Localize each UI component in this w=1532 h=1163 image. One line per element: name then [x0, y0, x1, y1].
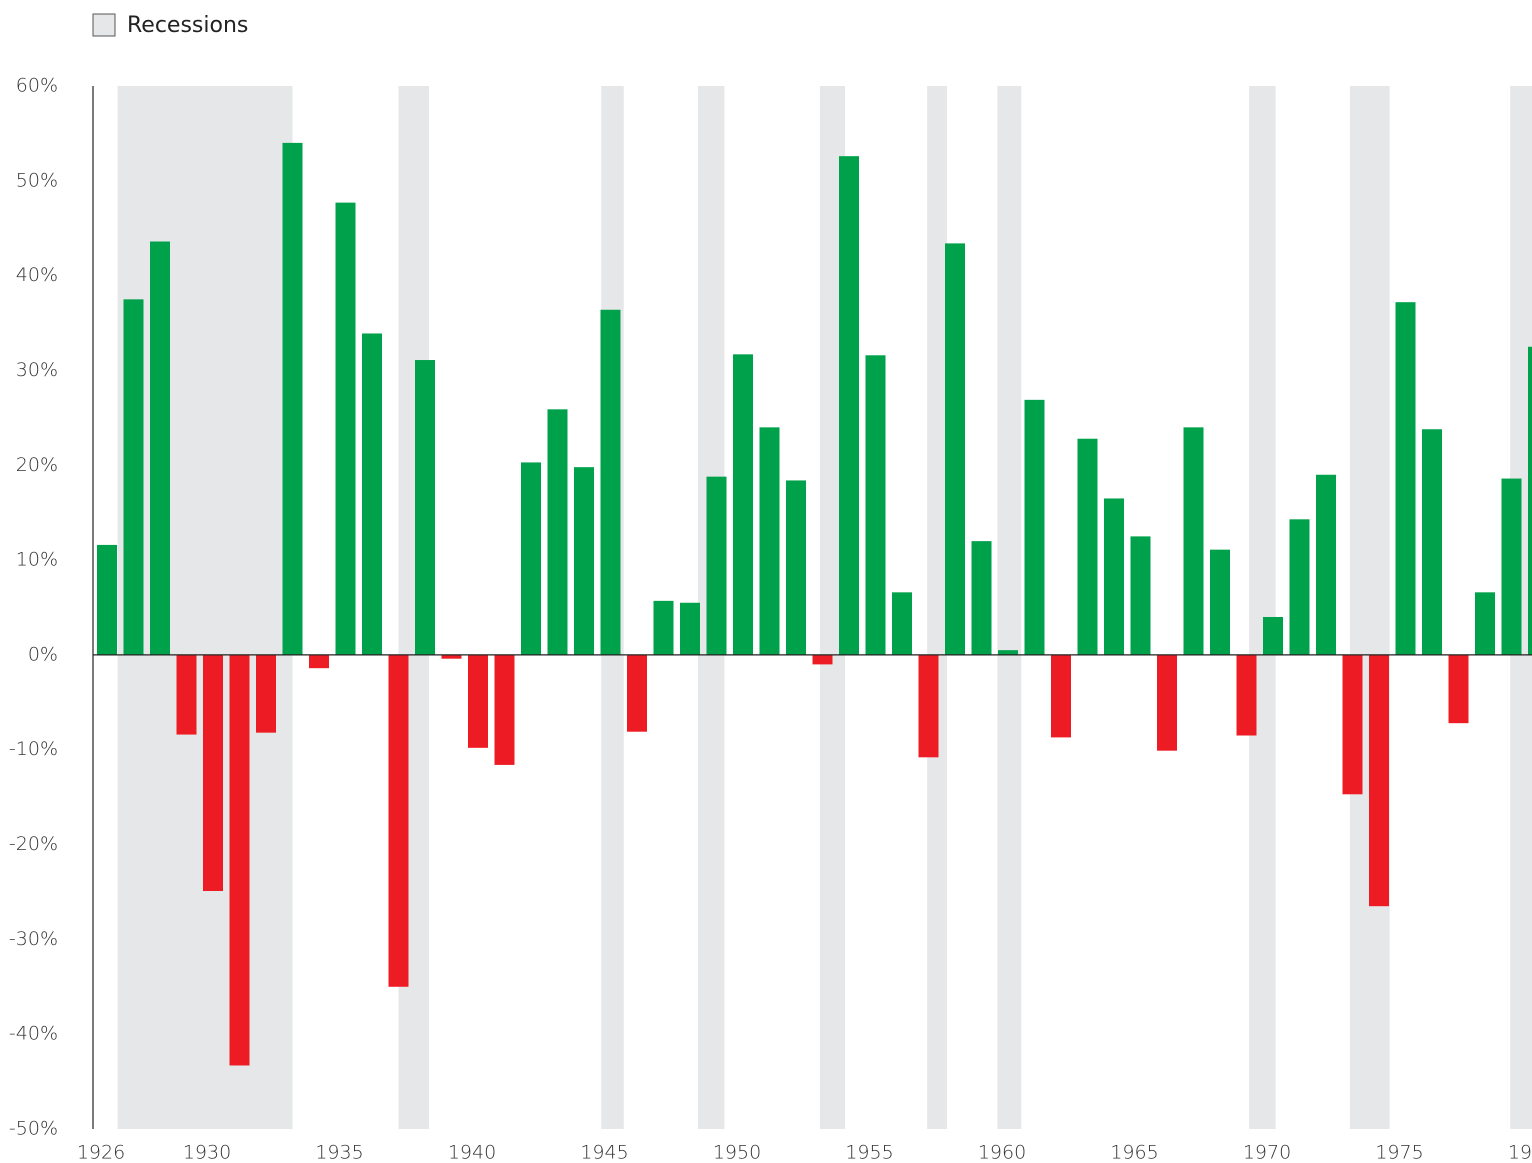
y-tick-label: 60%: [16, 75, 58, 97]
bar: [1236, 654, 1257, 736]
bar: [786, 480, 806, 655]
bar: [309, 654, 329, 669]
recession-band: [117, 86, 293, 1129]
bar: [1342, 654, 1363, 795]
x-tick-label: 1926: [77, 1142, 125, 1163]
y-tick-label: 10%: [16, 549, 58, 571]
bar: [865, 355, 886, 655]
bar: [150, 241, 170, 655]
x-tick-label: 1945: [580, 1142, 628, 1163]
bar: [97, 544, 117, 655]
x-tick-label: 1955: [845, 1142, 893, 1163]
bar: [547, 409, 568, 655]
y-tick-label: -30%: [9, 928, 58, 950]
y-tick-label: 20%: [16, 454, 58, 476]
y-tick-label: 30%: [16, 359, 58, 381]
bar: [521, 462, 541, 655]
y-tick-label: -50%: [9, 1118, 58, 1140]
x-tick-label: 1930: [183, 1142, 231, 1163]
bar: [282, 142, 303, 655]
recession-band: [997, 86, 1022, 1129]
bar: [1183, 427, 1204, 655]
bar: [680, 602, 700, 655]
bar: [468, 654, 488, 748]
bar: [627, 654, 647, 732]
bar: [203, 654, 223, 892]
x-tick-label: 1960: [978, 1142, 1026, 1163]
bar: [1528, 346, 1532, 655]
bar: [415, 360, 435, 655]
bar: [335, 202, 356, 655]
bar: [1104, 498, 1124, 655]
bar: [574, 467, 594, 655]
y-tick-label: -20%: [9, 833, 58, 855]
bar: [1448, 654, 1469, 724]
x-tick-label: 1965: [1110, 1142, 1158, 1163]
bar: [1395, 302, 1416, 655]
bar: [123, 299, 144, 655]
y-tick-label: 0%: [28, 643, 58, 665]
bar: [945, 243, 965, 655]
bar: [918, 654, 939, 758]
x-tick-label: 1935: [315, 1142, 363, 1163]
bar: [1210, 549, 1230, 655]
y-tick-label: 50%: [16, 169, 58, 191]
x-tick-label: 1980: [1508, 1142, 1532, 1163]
bar: [812, 654, 833, 665]
bar: [733, 354, 753, 655]
bar: [388, 654, 409, 987]
recession-band: [927, 86, 948, 1129]
bar: [600, 309, 621, 655]
bar: [971, 541, 992, 655]
bar: [1501, 478, 1522, 655]
bar: [998, 650, 1018, 655]
legend-swatch: [92, 13, 116, 37]
bar: [1157, 654, 1177, 751]
x-tick-label: 1940: [448, 1142, 496, 1163]
bar: [1051, 654, 1071, 738]
bar: [653, 600, 674, 655]
bar: [1289, 519, 1310, 655]
bar: [1024, 399, 1045, 655]
bar: [1422, 429, 1442, 655]
bar: [892, 592, 912, 655]
bar: [759, 427, 780, 655]
x-tick-label: 1970: [1243, 1142, 1291, 1163]
recession-layer: [117, 86, 1532, 1129]
bar: [494, 654, 515, 765]
bar: [1077, 438, 1098, 655]
bar: [229, 654, 250, 1066]
bar: [839, 156, 859, 655]
bar: [1130, 536, 1151, 655]
bar: [256, 654, 276, 733]
recession-band: [1249, 86, 1276, 1129]
bar: [1369, 654, 1389, 907]
y-tick-label: 40%: [16, 264, 58, 286]
x-tick-label: 1950: [713, 1142, 761, 1163]
recession-band: [1349, 86, 1390, 1129]
y-tick-label: -10%: [9, 738, 58, 760]
legend-label: Recessions: [127, 13, 248, 38]
bar: [176, 654, 197, 735]
x-tick-label: 1975: [1375, 1142, 1423, 1163]
bar: [441, 654, 462, 659]
bar: [1263, 616, 1283, 655]
bar: [362, 333, 382, 655]
y-tick-label: -40%: [9, 1023, 58, 1045]
bar: [1475, 592, 1495, 655]
bar: [706, 476, 727, 655]
bar: [1316, 474, 1336, 655]
